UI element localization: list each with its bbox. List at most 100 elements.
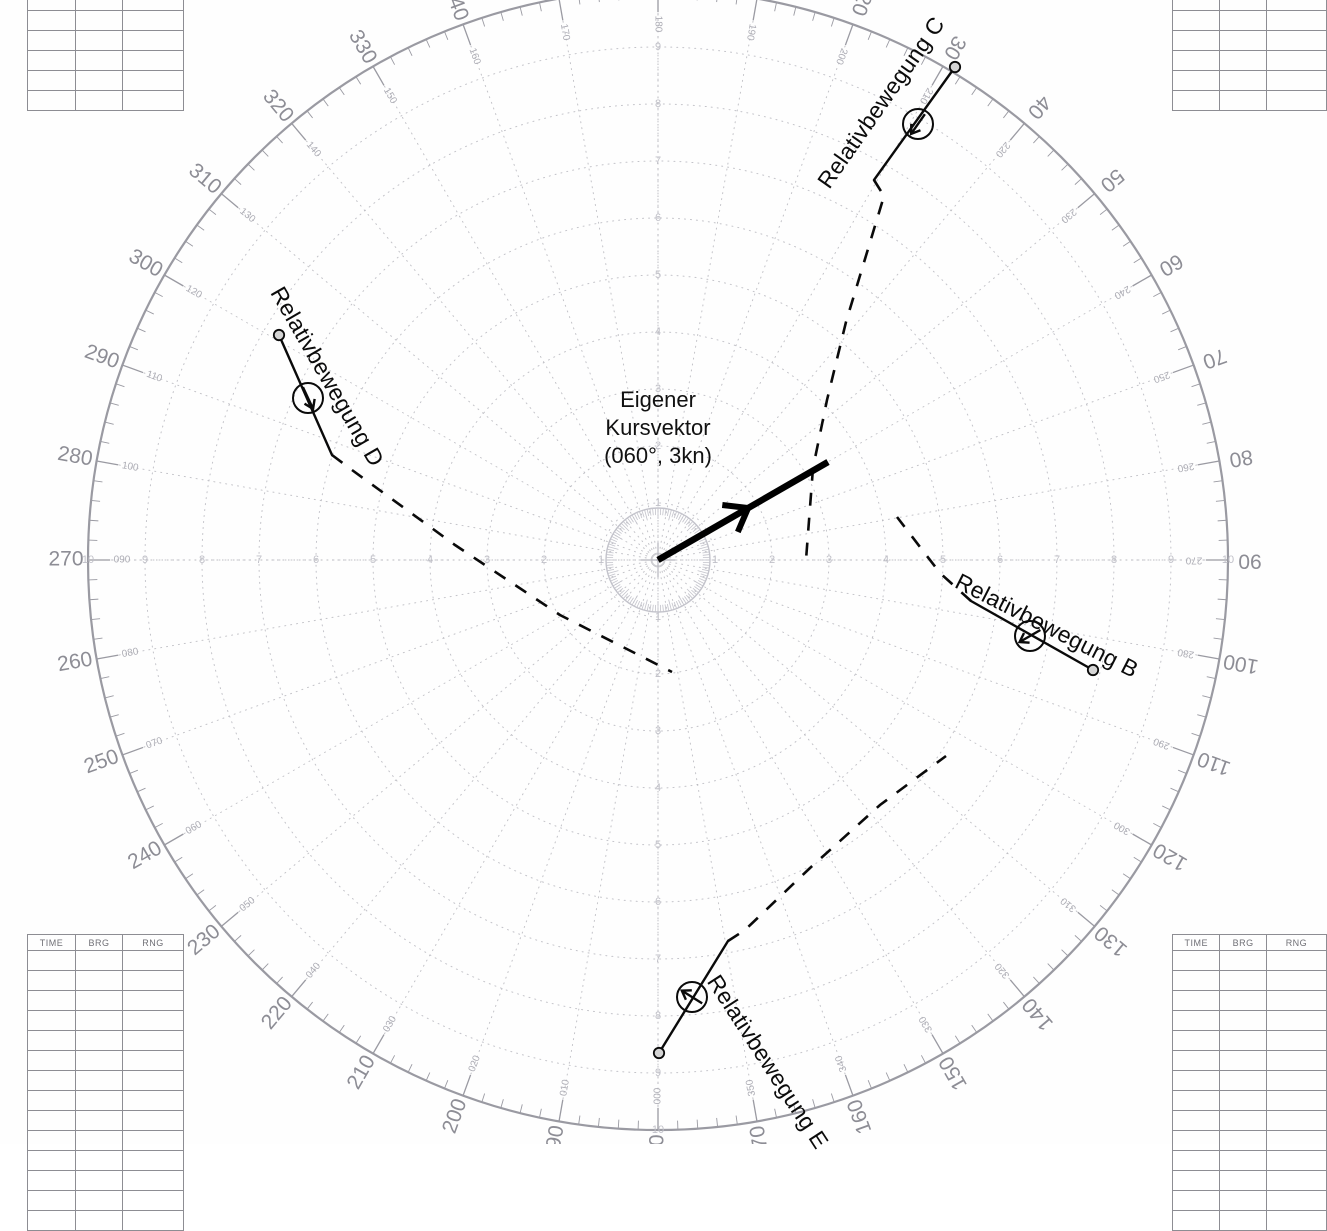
table-cell-time[interactable] (28, 31, 76, 51)
table-row[interactable] (1173, 1131, 1327, 1151)
table-cell-brg[interactable] (76, 0, 123, 11)
table-row[interactable] (28, 31, 184, 51)
table-cell-rng[interactable] (123, 951, 184, 971)
table-cell-brg[interactable] (1220, 1111, 1266, 1131)
table-row[interactable] (1173, 951, 1327, 971)
table-cell-time[interactable] (1173, 91, 1220, 111)
table-cell-rng[interactable] (123, 1071, 184, 1091)
table-row[interactable] (28, 1091, 184, 1111)
table-cell-brg[interactable] (1220, 1191, 1266, 1211)
table-cell-rng[interactable] (1266, 1091, 1326, 1111)
table-cell-rng[interactable] (123, 1031, 184, 1051)
table-cell-rng[interactable] (123, 11, 184, 31)
table-cell-brg[interactable] (1220, 11, 1266, 31)
table-cell-time[interactable] (28, 951, 76, 971)
table-row[interactable] (1173, 1091, 1327, 1111)
table-cell-time[interactable] (28, 1131, 76, 1151)
table-cell-rng[interactable] (1266, 991, 1326, 1011)
table-row[interactable] (28, 1151, 184, 1171)
table-cell-brg[interactable] (76, 1011, 123, 1031)
table-row[interactable] (1173, 1071, 1327, 1091)
table-cell-brg[interactable] (1220, 1211, 1266, 1231)
table-cell-rng[interactable] (123, 1091, 184, 1111)
table-cell-brg[interactable] (1220, 1131, 1266, 1151)
table-cell-brg[interactable] (76, 1131, 123, 1151)
table-cell-brg[interactable] (1220, 1151, 1266, 1171)
table-row[interactable] (1173, 1171, 1327, 1191)
table-row[interactable] (1173, 1191, 1327, 1211)
table-cell-time[interactable] (1173, 991, 1220, 1011)
table-cell-brg[interactable] (76, 51, 123, 71)
table-cell-time[interactable] (28, 51, 76, 71)
table-cell-time[interactable] (28, 1211, 76, 1231)
table-row[interactable] (1173, 1051, 1327, 1071)
table-cell-rng[interactable] (1266, 31, 1326, 51)
table-cell-time[interactable] (28, 1051, 76, 1071)
table-cell-rng[interactable] (123, 1171, 184, 1191)
table-cell-brg[interactable] (76, 91, 123, 111)
table-cell-time[interactable] (28, 1071, 76, 1091)
table-row[interactable] (28, 991, 184, 1011)
table-cell-rng[interactable] (123, 1151, 184, 1171)
table-cell-rng[interactable] (123, 31, 184, 51)
table-row[interactable] (28, 971, 184, 991)
table-cell-rng[interactable] (1266, 1171, 1326, 1191)
table-row[interactable] (1173, 991, 1327, 1011)
table-cell-time[interactable] (1173, 971, 1220, 991)
table-row[interactable] (28, 1111, 184, 1131)
table-cell-time[interactable] (28, 1151, 76, 1171)
table-row[interactable] (28, 1071, 184, 1091)
table-cell-brg[interactable] (1220, 0, 1266, 11)
table-cell-brg[interactable] (1220, 1031, 1266, 1051)
table-cell-rng[interactable] (1266, 1031, 1326, 1051)
table-row[interactable] (28, 1051, 184, 1071)
table-cell-time[interactable] (28, 1011, 76, 1031)
table-cell-time[interactable] (1173, 1151, 1220, 1171)
table-cell-brg[interactable] (76, 951, 123, 971)
table-cell-time[interactable] (1173, 51, 1220, 71)
table-cell-brg[interactable] (76, 11, 123, 31)
table-cell-time[interactable] (1173, 1051, 1220, 1071)
table-cell-brg[interactable] (76, 1191, 123, 1211)
table-cell-brg[interactable] (76, 1211, 123, 1231)
table-cell-time[interactable] (28, 1091, 76, 1111)
table-cell-brg[interactable] (1220, 1091, 1266, 1111)
table-cell-rng[interactable] (1266, 1211, 1326, 1231)
table-cell-brg[interactable] (1220, 71, 1266, 91)
table-cell-rng[interactable] (1266, 11, 1326, 31)
table-row[interactable] (1173, 1111, 1327, 1131)
table-cell-rng[interactable] (123, 1011, 184, 1031)
table-cell-brg[interactable] (76, 1111, 123, 1131)
table-row[interactable] (28, 1011, 184, 1031)
table-cell-rng[interactable] (123, 1051, 184, 1071)
table-cell-brg[interactable] (76, 1091, 123, 1111)
table-cell-rng[interactable] (1266, 1051, 1326, 1071)
table-row[interactable] (28, 0, 184, 11)
table-cell-rng[interactable] (1266, 91, 1326, 111)
table-cell-rng[interactable] (123, 0, 184, 11)
table-cell-brg[interactable] (1220, 971, 1266, 991)
table-cell-time[interactable] (28, 1031, 76, 1051)
table-row[interactable] (1173, 91, 1327, 111)
table-cell-brg[interactable] (1220, 91, 1266, 111)
table-row[interactable] (1173, 0, 1327, 11)
table-cell-time[interactable] (1173, 71, 1220, 91)
table-row[interactable] (28, 51, 184, 71)
table-row[interactable] (28, 71, 184, 91)
table-cell-time[interactable] (1173, 1091, 1220, 1111)
table-cell-brg[interactable] (1220, 951, 1266, 971)
table-cell-rng[interactable] (1266, 1131, 1326, 1151)
table-cell-brg[interactable] (76, 1071, 123, 1091)
table-cell-brg[interactable] (76, 991, 123, 1011)
table-cell-brg[interactable] (76, 971, 123, 991)
table-row[interactable] (28, 1131, 184, 1151)
table-cell-time[interactable] (28, 71, 76, 91)
table-row[interactable] (28, 1171, 184, 1191)
table-cell-rng[interactable] (1266, 1071, 1326, 1091)
table-row[interactable] (28, 91, 184, 111)
table-cell-rng[interactable] (1266, 51, 1326, 71)
table-cell-time[interactable] (1173, 1111, 1220, 1131)
